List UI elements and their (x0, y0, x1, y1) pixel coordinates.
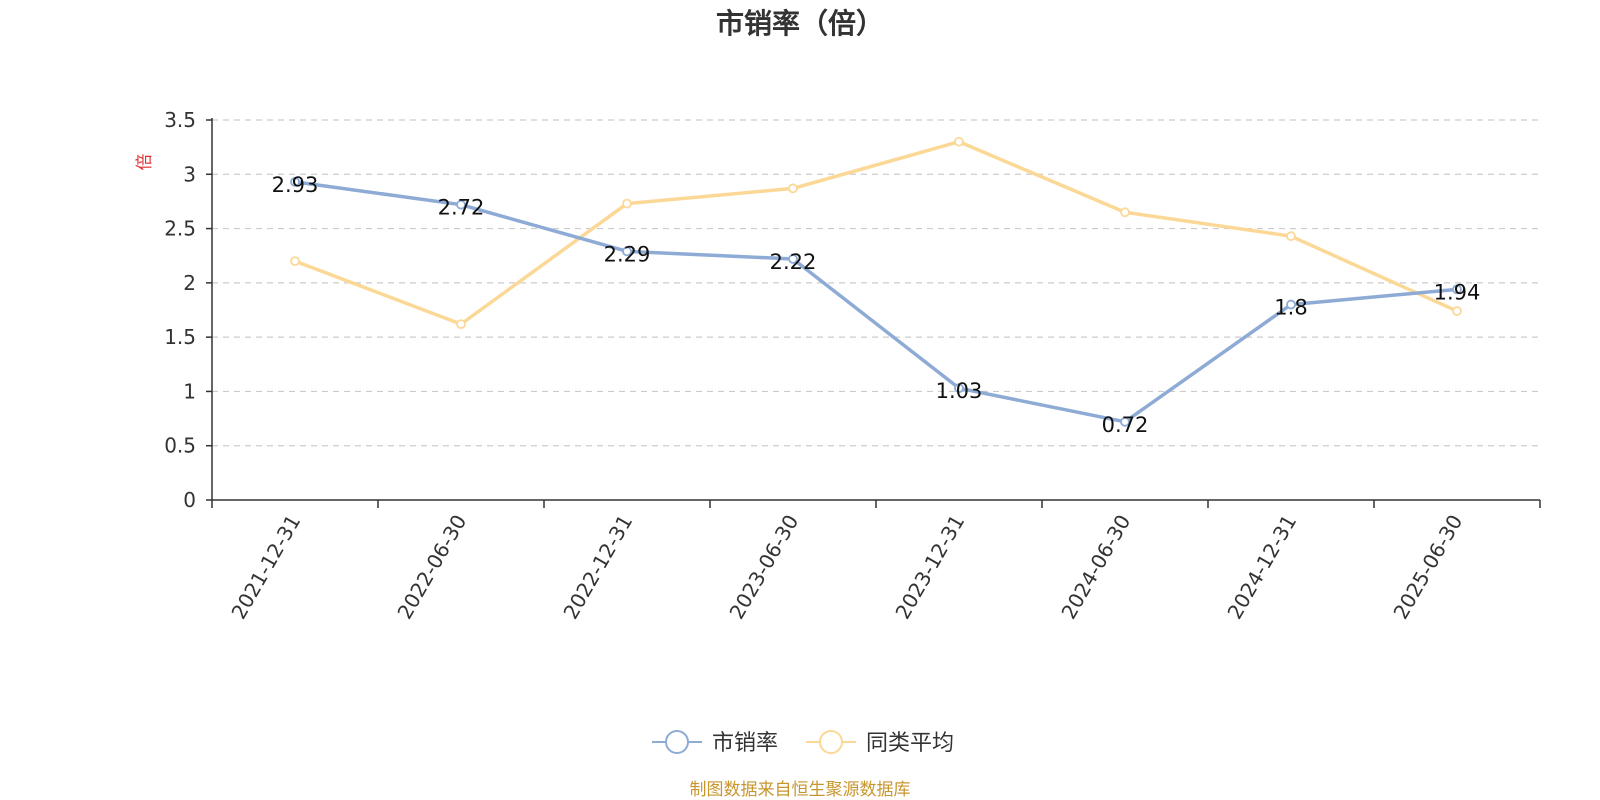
data-label: 1.94 (1434, 280, 1481, 304)
grid-lines (212, 119, 1540, 447)
legend-label: 同类平均 (866, 731, 954, 756)
series-point-0 (456, 199, 466, 210)
series-point-1 (1452, 306, 1462, 316)
series-point-0 (1286, 299, 1296, 310)
data-labels: 2.93 2.72 2.29 2.22 1.03 0.72 1.8 1.94 (272, 173, 1481, 437)
series-point-1 (788, 183, 798, 194)
legend-label: 市销率 (712, 731, 778, 756)
x-tick-label: 2024-12-31 (1222, 511, 1301, 624)
series-point-1 (1286, 231, 1296, 242)
series-point-0 (788, 254, 798, 264)
y-tick-label: 3.5 (164, 108, 196, 132)
data-label: 2.93 (272, 173, 319, 197)
series-line-0 (293, 180, 1459, 424)
series-point-0 (290, 176, 300, 187)
data-label: 1.03 (936, 379, 983, 403)
x-tick-label: 2023-12-31 (890, 511, 969, 624)
data-label: 2.22 (770, 250, 817, 274)
series-point-0 (1120, 416, 1130, 427)
series-point-1 (622, 198, 632, 209)
y-axis-unit-label: 倍 (135, 154, 155, 171)
legend-item-1: 同类平均 (806, 730, 954, 756)
series-point-0 (622, 246, 632, 257)
x-tick-label: 2022-12-31 (558, 511, 637, 624)
legend-marker (819, 730, 843, 754)
x-tick-label: 2025-06-30 (1388, 511, 1467, 624)
data-source-note: 制图数据来自恒生聚源数据库 (689, 780, 911, 800)
series-point-0 (1452, 284, 1462, 295)
data-label: 2.72 (438, 196, 485, 220)
series-line-1 (293, 139, 1459, 326)
y-tick-label: 1.5 (164, 325, 196, 349)
series-point-0 (954, 383, 964, 394)
x-tick-label: 2021-12-31 (226, 511, 305, 624)
x-tick-label: 2024-06-30 (1056, 511, 1135, 624)
y-tick-label: 2 (183, 271, 196, 295)
series-lines (290, 136, 1462, 427)
legend-item-0: 市销率 (652, 730, 778, 756)
y-tick-label: 0 (183, 488, 196, 512)
series-point-1 (954, 136, 964, 147)
legend: 市销率 同类平均 (652, 730, 954, 756)
series-point-1 (290, 256, 300, 267)
data-label: 0.72 (1102, 413, 1149, 437)
legend-marker (665, 730, 689, 754)
series-point-1 (1120, 207, 1130, 218)
axes: 0 0.5 1 1.5 2 2.5 3 3.5 倍 2021-12-31 2022-06-30 202… (135, 108, 1541, 624)
y-tick-label: 3 (183, 162, 196, 186)
data-label: 1.8 (1274, 296, 1307, 320)
data-label: 2.29 (604, 242, 651, 266)
series-point-1 (456, 319, 466, 330)
x-tick-label: 2022-06-30 (392, 511, 471, 624)
chart-title: 市销率（倍） (715, 7, 884, 40)
y-tick-label: 0.5 (164, 434, 196, 458)
y-tick-label: 2.5 (164, 217, 196, 241)
y-tick-label: 1 (183, 379, 196, 403)
x-tick-label: 2023-06-30 (724, 511, 803, 624)
